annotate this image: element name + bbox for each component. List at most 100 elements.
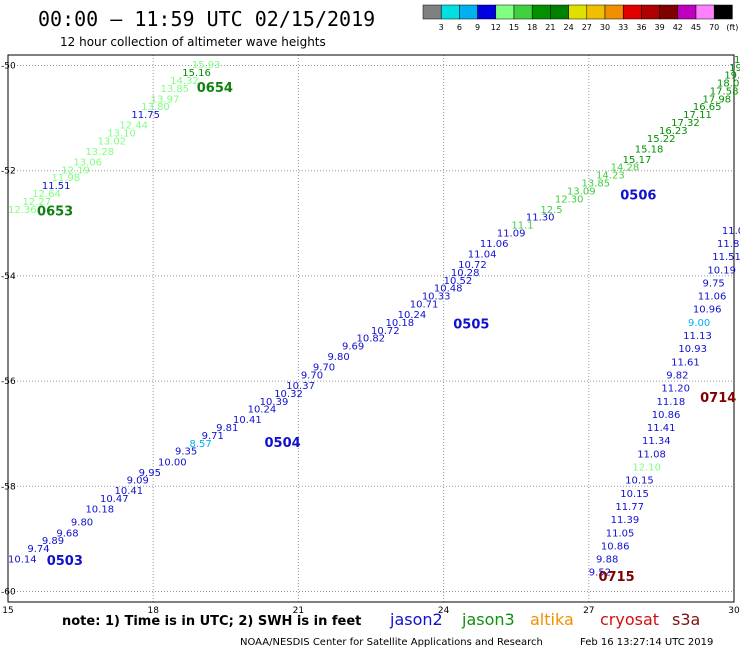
wave-height-label: 11.51 (42, 181, 71, 192)
wave-height-label: 10.33 (422, 292, 451, 303)
wave-height-label: 12.64 (32, 189, 61, 200)
wave-height-label: 10.37 (286, 381, 315, 392)
wave-height-label: 11.06 (698, 292, 727, 303)
y-tick-label: -58 (1, 482, 16, 492)
wave-height-label: 10.72 (371, 326, 400, 337)
color-scale-swatch (677, 4, 697, 20)
y-tick-label: -54 (1, 272, 16, 282)
color-scale-label: 33 (618, 23, 628, 32)
axis-ticks: 15 18 21 24 27 30 -50 -52 -54 -56 -58 -60 (1, 62, 740, 616)
satellite-legend: jason2 jason3 altika cryosat s3a (389, 610, 700, 629)
wave-height-label: 12.19 (61, 165, 90, 176)
wave-height-label: 11.04 (468, 249, 497, 260)
wave-height-label: 17.98 (703, 94, 732, 105)
wave-height-label: 11.51 (712, 252, 740, 263)
color-scale-label: 3 (439, 23, 444, 32)
color-scale-label: 30 (600, 23, 610, 32)
color-scale-label: 45 (691, 23, 701, 32)
x-tick-label: 15 (2, 606, 13, 616)
wave-height-label: 9.80 (71, 518, 93, 529)
color-scale-label: 21 (545, 23, 555, 32)
wave-height-label: 15.18 (635, 144, 664, 155)
satellite-legend-jason2: jason2 (389, 610, 443, 629)
color-scale-label: 15 (509, 23, 519, 32)
y-tick-label: -52 (1, 167, 16, 177)
y-tick-label: -60 (1, 587, 16, 597)
wave-height-label: 13.85 (582, 178, 611, 189)
x-tick-label: 24 (438, 606, 450, 616)
wave-height-label: 10.41 (114, 486, 143, 497)
color-scale-label: 27 (582, 23, 592, 32)
wave-height-label: 10.72 (458, 260, 487, 271)
color-scale-label: 18 (527, 23, 537, 32)
color-scale-label: (ft) (726, 23, 738, 32)
color-scale-swatch (531, 4, 551, 20)
color-scale-label: 42 (673, 23, 683, 32)
wave-height-label: 11.09 (497, 228, 526, 239)
credit-line: NOAA/NESDIS Center for Satellite Applica… (240, 637, 543, 648)
wave-height-label: 9.70 (301, 370, 323, 381)
wave-height-label: 11.05 (606, 528, 635, 539)
color-scale-swatch (513, 4, 533, 20)
wave-height-label: 11.34 (642, 436, 671, 447)
color-scale-label: 39 (655, 23, 665, 32)
plot-frame (7, 54, 735, 603)
wave-height-label: 11.41 (647, 423, 676, 434)
wave-height-label: 9.81 (216, 423, 238, 434)
wave-height-label: 10.71 (410, 299, 439, 310)
pass-label: 0654 (197, 81, 233, 96)
color-scale-swatch (459, 4, 478, 20)
wave-height-label: 9.71 (202, 431, 224, 442)
wave-height-label: 11.0 (722, 226, 740, 237)
color-scale-swatch (695, 4, 715, 20)
wave-height-label: 10.39 (260, 397, 289, 408)
wave-height-label: 14.32 (170, 76, 199, 87)
color-scale-swatch (641, 4, 660, 20)
satellite-legend-cryosat: cryosat (600, 610, 659, 629)
wave-height-label: 17.11 (683, 110, 712, 121)
pass-labels: 0503 0504 0505 0506 0653 0654 0714 0715 (37, 81, 736, 585)
color-scale-swatch (659, 4, 679, 20)
wave-height-label: 9.70 (313, 363, 335, 374)
wave-height-label: 10.24 (398, 310, 427, 321)
wave-height-label: 13.09 (567, 186, 596, 197)
wave-height-label: 11.77 (615, 502, 644, 513)
wave-height-label: 10.18 (386, 318, 415, 329)
wave-height-label: 16.65 (693, 102, 722, 113)
wave-height-label: 11.1 (511, 221, 533, 232)
wave-height-label: 10.15 (625, 476, 654, 487)
generation-timestamp: Feb 16 13:27:14 UTC 2019 (580, 637, 713, 648)
wave-height-label: 9.74 (27, 544, 49, 555)
wave-height-label: 13.97 (151, 94, 180, 105)
x-tick-label: 27 (583, 606, 594, 616)
wave-height-label: 10.48 (434, 284, 463, 295)
wave-height-label: 11.75 (131, 110, 160, 121)
wave-height-label: 9.00 (688, 318, 710, 329)
wave-height-label: 11.20 (661, 384, 690, 395)
chart-title: 00:00 – 11:59 UTC 02/15/2019 (38, 7, 375, 31)
wave-height-label: 15.22 (647, 134, 676, 145)
wave-height-label: 15.16 (182, 68, 211, 79)
wave-height-label: 16.23 (659, 126, 688, 137)
x-tick-label: 21 (293, 606, 304, 616)
wave-height-label: 10.14 (8, 555, 37, 566)
wave-height-label: 12.27 (23, 197, 52, 208)
color-scale-swatch (550, 4, 569, 20)
wave-height-label: 9.09 (127, 476, 149, 487)
wave-height-label: 12.30 (555, 194, 584, 205)
pass-label: 0503 (47, 554, 83, 569)
wave-height-label: 11.06 (480, 239, 509, 250)
wave-height-label: 13.02 (98, 136, 127, 147)
wave-height-label: 10.18 (85, 505, 114, 516)
pass-label: 0506 (620, 189, 656, 204)
wave-height-label: 17.58 (710, 86, 739, 97)
wave-height-label: 14.23 (596, 171, 625, 182)
wave-height-label: 17.80 (734, 55, 740, 66)
wave-height-label: 13.10 (107, 129, 136, 140)
wave-height-label: 19.90 (729, 63, 740, 74)
wave-height-label: 9.80 (327, 352, 349, 363)
wave-height-label: 10.96 (693, 305, 722, 316)
wave-height-label: 10.93 (678, 344, 707, 355)
color-scale-swatch (586, 4, 606, 20)
